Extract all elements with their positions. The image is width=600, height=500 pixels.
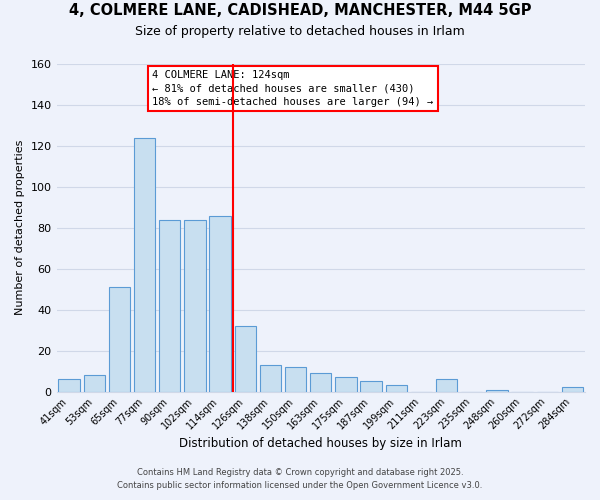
Bar [209,216,231,392]
Text: Contains HM Land Registry data © Crown copyright and database right 2025.
Contai: Contains HM Land Registry data © Crown c… [118,468,482,489]
Bar [562,388,583,392]
Text: 4, COLMERE LANE, CADISHEAD, MANCHESTER, M44 5GP: 4, COLMERE LANE, CADISHEAD, MANCHESTER, … [69,3,531,18]
Bar [436,380,457,392]
Bar [58,380,80,392]
Bar [335,377,356,392]
Bar [184,220,206,392]
Bar [159,220,181,392]
Y-axis label: Number of detached properties: Number of detached properties [15,140,25,316]
Text: 4 COLMERE LANE: 124sqm
← 81% of detached houses are smaller (430)
18% of semi-de: 4 COLMERE LANE: 124sqm ← 81% of detached… [152,70,433,106]
Bar [109,287,130,392]
Bar [260,365,281,392]
Bar [134,138,155,392]
X-axis label: Distribution of detached houses by size in Irlam: Distribution of detached houses by size … [179,437,462,450]
Bar [83,375,105,392]
Bar [486,390,508,392]
Bar [285,367,307,392]
Text: Size of property relative to detached houses in Irlam: Size of property relative to detached ho… [135,25,465,38]
Bar [386,386,407,392]
Bar [310,373,331,392]
Bar [235,326,256,392]
Bar [361,382,382,392]
